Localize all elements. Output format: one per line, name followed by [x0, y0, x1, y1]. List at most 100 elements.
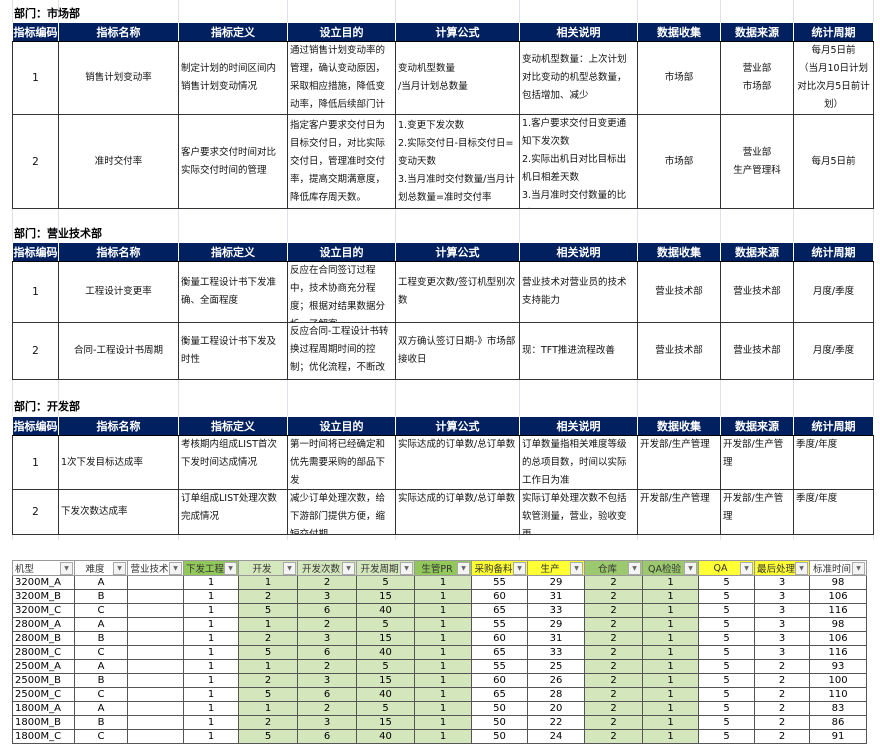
- table-cell[interactable]: 1: [12, 261, 59, 323]
- table-cell[interactable]: 营业部 市场部: [720, 41, 794, 115]
- sheet-cell[interactable]: 1: [642, 729, 700, 744]
- sheet-cell[interactable]: 1: [182, 729, 240, 744]
- table-cell[interactable]: 2: [12, 114, 59, 209]
- sheet-cell[interactable]: 5: [698, 631, 756, 646]
- table-cell[interactable]: 现：TFT推进流程改善: [519, 322, 638, 380]
- table-cell[interactable]: 每月5日前: [793, 114, 874, 209]
- sheet-cell[interactable]: 20: [527, 701, 586, 716]
- sheet-cell[interactable]: 1: [182, 603, 240, 618]
- sheet-cell[interactable]: 1: [238, 701, 299, 716]
- sheet-cell[interactable]: 1: [642, 687, 700, 702]
- sheet-cell[interactable]: 1: [642, 715, 700, 730]
- sheet-cell[interactable]: 2: [238, 589, 299, 604]
- sheet-cell[interactable]: 2: [584, 729, 644, 744]
- table-cell[interactable]: 变动机型数量：上次计划对比变动的机型总数量，包括增加、减少: [519, 41, 638, 115]
- sheet-cell[interactable]: 1: [182, 575, 240, 590]
- table-cell[interactable]: 市场部: [637, 114, 721, 209]
- table-cell[interactable]: 销售计划变动率: [58, 41, 179, 115]
- sheet-cell[interactable]: 1: [182, 715, 240, 730]
- sheet-cell[interactable]: 5: [356, 575, 416, 590]
- sheet-cell[interactable]: 40: [356, 603, 416, 618]
- sheet-cell[interactable]: 5: [238, 603, 299, 618]
- sheet-cell[interactable]: 1: [238, 575, 299, 590]
- sheet-cell[interactable]: 1: [182, 617, 240, 632]
- sheet-cell[interactable]: 40: [356, 645, 416, 660]
- sheet-cell[interactable]: 5: [698, 687, 756, 702]
- table-cell[interactable]: 下发次数达成率: [58, 489, 179, 535]
- sheet-cell[interactable]: 1: [414, 659, 473, 674]
- sheet-cell[interactable]: 116: [809, 645, 868, 660]
- sheet-cell[interactable]: 1: [414, 617, 473, 632]
- sheet-cell[interactable]: 65: [471, 645, 529, 660]
- sheet-cell[interactable]: 22: [527, 715, 586, 730]
- sheet-cell[interactable]: 5: [356, 617, 416, 632]
- table-cell[interactable]: 通过销售计划变动率的管理，确认变动原因，采取相应措施，降低变动率，降低后续部门计…: [287, 41, 396, 115]
- sheet-cell[interactable]: 2: [584, 589, 644, 604]
- sheet-cell[interactable]: 28: [527, 687, 586, 702]
- sheet-cell[interactable]: 1800M_C: [12, 729, 75, 744]
- table-cell[interactable]: 月度/季度: [793, 322, 874, 380]
- sheet-cell[interactable]: 5: [698, 701, 756, 716]
- sheet-cell[interactable]: 33: [527, 645, 586, 660]
- sheet-cell[interactable]: 91: [809, 729, 868, 744]
- sheet-cell[interactable]: 3: [754, 631, 811, 646]
- table-cell[interactable]: 开发部/生产管理: [637, 489, 721, 535]
- sheet-cell[interactable]: 29: [527, 575, 586, 590]
- table-cell[interactable]: 1.变更下发次数 2.实际交付日-目标交付日=变动天数 3.当月准时交付数量/当…: [395, 114, 520, 209]
- table-cell[interactable]: 反应合同-工程设计书转换过程周期时间的控制；优化流程，不断改善: [287, 322, 396, 380]
- sheet-cell[interactable]: 98: [809, 617, 868, 632]
- sheet-cell[interactable]: 106: [809, 589, 868, 604]
- sheet-cell[interactable]: 5: [238, 729, 299, 744]
- sheet-cell[interactable]: 60: [471, 589, 529, 604]
- table-cell[interactable]: 制定计划的时间区间内销售计划变动情况: [178, 41, 288, 115]
- table-cell[interactable]: 订单组成LIST处理次数完成情况: [178, 489, 288, 535]
- table-cell[interactable]: 工程变更次数/签订机型别次数: [395, 261, 520, 323]
- sheet-cell[interactable]: [127, 603, 184, 618]
- table-cell[interactable]: 衡量工程设计书下发准确、全面程度: [178, 261, 288, 323]
- sheet-cell[interactable]: 2: [297, 659, 358, 674]
- sheet-cell[interactable]: 5: [356, 659, 416, 674]
- sheet-cell[interactable]: 40: [356, 687, 416, 702]
- filter-dropdown-icon[interactable]: ▼: [513, 562, 527, 575]
- sheet-cell[interactable]: 5: [698, 715, 756, 730]
- sheet-cell[interactable]: 2: [584, 659, 644, 674]
- table-cell[interactable]: 双方确认签订日期-》市场部接收日: [395, 322, 520, 380]
- table-cell[interactable]: 月度/季度: [793, 261, 874, 323]
- sheet-cell[interactable]: 1: [642, 673, 700, 688]
- sheet-cell[interactable]: 116: [809, 603, 868, 618]
- sheet-cell[interactable]: 93: [809, 659, 868, 674]
- sheet-cell[interactable]: 5: [698, 659, 756, 674]
- sheet-cell[interactable]: 26: [527, 673, 586, 688]
- sheet-cell[interactable]: 1: [182, 589, 240, 604]
- table-cell[interactable]: 订单数量指相关难度等级的总项目数，时间以实际工作日为准: [519, 435, 638, 490]
- table-cell[interactable]: 实际达成的订单数/总订单数: [395, 435, 520, 490]
- sheet-cell[interactable]: 1: [182, 673, 240, 688]
- sheet-cell[interactable]: 2: [584, 631, 644, 646]
- table-cell[interactable]: 开发部/生产管理: [720, 489, 794, 535]
- sheet-cell[interactable]: 1: [642, 659, 700, 674]
- sheet-cell[interactable]: 2: [297, 617, 358, 632]
- sheet-cell[interactable]: [127, 701, 184, 716]
- sheet-cell[interactable]: 100: [809, 673, 868, 688]
- sheet-cell[interactable]: A: [74, 701, 128, 716]
- sheet-cell[interactable]: C: [74, 729, 128, 744]
- filter-dropdown-icon[interactable]: ▼: [283, 562, 297, 575]
- sheet-cell[interactable]: [127, 687, 184, 702]
- table-cell[interactable]: 营业技术部: [637, 322, 721, 380]
- sheet-cell[interactable]: 1: [642, 589, 700, 604]
- sheet-cell[interactable]: 1: [182, 631, 240, 646]
- sheet-cell[interactable]: 3: [754, 589, 811, 604]
- table-cell[interactable]: 考核期内组成LIST首次下发时间达成情况: [178, 435, 288, 490]
- sheet-cell[interactable]: 2800M_C: [12, 645, 75, 660]
- filter-dropdown-icon[interactable]: ▼: [740, 562, 754, 575]
- table-cell[interactable]: 实际订单处理次数不包括软管测量，营业，验收变更。: [519, 489, 638, 535]
- filter-dropdown-icon[interactable]: ▼: [342, 562, 356, 575]
- table-cell[interactable]: 变动机型数量 /当月计划总数量: [395, 41, 520, 115]
- sheet-cell[interactable]: 6: [297, 687, 358, 702]
- sheet-cell[interactable]: 2: [584, 687, 644, 702]
- sheet-cell[interactable]: 2500M_C: [12, 687, 75, 702]
- sheet-cell[interactable]: 3: [297, 715, 358, 730]
- sheet-cell[interactable]: 1: [642, 575, 700, 590]
- sheet-cell[interactable]: 2: [584, 645, 644, 660]
- sheet-cell[interactable]: 1: [642, 701, 700, 716]
